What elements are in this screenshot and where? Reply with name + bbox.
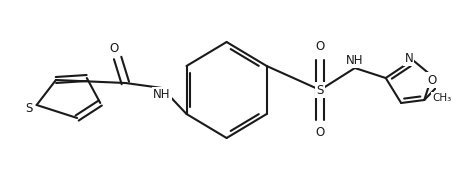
Text: CH₃: CH₃ bbox=[431, 93, 450, 103]
Text: O: O bbox=[315, 127, 324, 140]
Text: N: N bbox=[404, 52, 412, 64]
Text: O: O bbox=[315, 39, 324, 52]
Text: S: S bbox=[25, 102, 32, 115]
Text: S: S bbox=[316, 83, 323, 96]
Text: O: O bbox=[109, 42, 118, 55]
Text: NH: NH bbox=[345, 54, 363, 67]
Text: O: O bbox=[427, 74, 436, 86]
Text: NH: NH bbox=[153, 89, 170, 102]
